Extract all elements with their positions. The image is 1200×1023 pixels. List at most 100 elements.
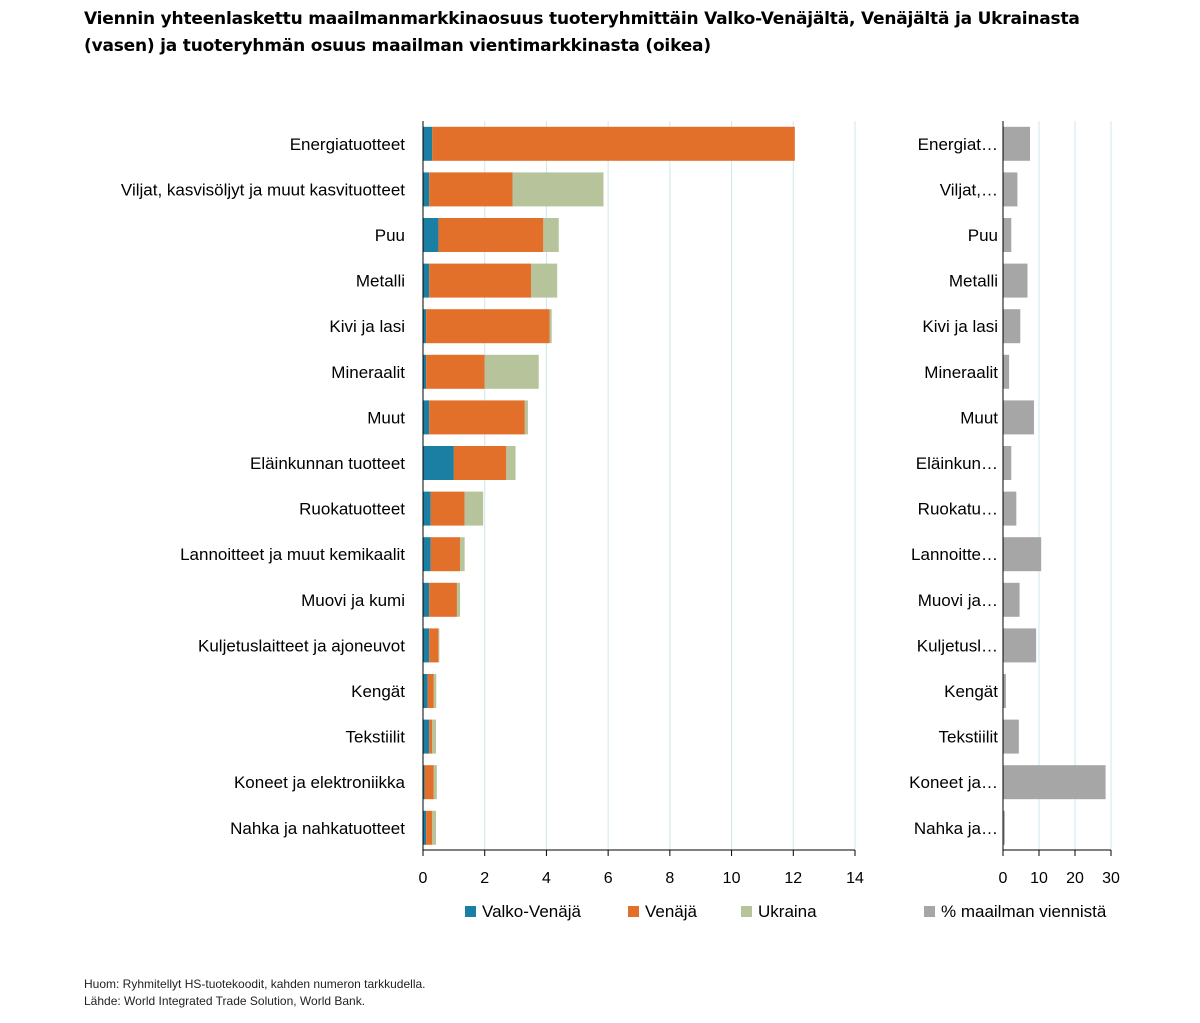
right-category-label: Nahka ja… <box>914 819 998 838</box>
bar-valko-ven-j-ruokatuotteet <box>423 491 431 526</box>
right-chart-axis: 0 10 20 30 <box>999 121 1120 887</box>
right-x-tick-label: 10 <box>1030 870 1048 887</box>
bar-valko-ven-j-lannoitteet-ja-muut-kemikaalit <box>423 537 431 572</box>
right-category-label: Koneet ja… <box>909 773 998 792</box>
category-label: Nahka ja nahkatuotteet <box>230 819 405 838</box>
category-label: Koneet ja elektroniikka <box>234 773 406 792</box>
bar-ukraina-puu <box>543 218 559 252</box>
category-label: Mineraalit <box>331 363 405 382</box>
left-x-tick-label: 0 <box>419 870 428 887</box>
bar-ven-j-viljat-kasvis-ljyt-ja-muut-kasvituotteet <box>429 172 513 207</box>
bar-valko-ven-j-energiatuotteet <box>423 126 433 161</box>
right-category-label: Muovi ja… <box>918 591 998 610</box>
bar-world-share-nahka-ja-nahkatuotteet <box>1003 810 1005 845</box>
bar-ukraina-koneet-ja-elektroniikka <box>433 765 437 800</box>
right-category-label: Kivi ja lasi <box>922 317 998 336</box>
legend-swatch-valko-ven-j <box>465 906 476 917</box>
bar-ven-j-muovi-ja-kumi <box>429 582 457 617</box>
legend-label-maailman-viennist: % maailman viennistä <box>941 902 1107 921</box>
right-chart-grid <box>1038 121 1112 850</box>
bar-ukraina-kuljetuslaitteet-ja-ajoneuvot <box>438 628 440 663</box>
bar-valko-ven-j-tekstiilit <box>423 719 430 754</box>
legend-label-ukraina: Ukraina <box>758 902 817 921</box>
legend-label-ven-j: Venäjä <box>645 902 698 921</box>
footnote-note: Huom: Ryhmitellyt HS-tuotekoodit, kahden… <box>84 977 426 991</box>
right-chart-bars <box>1003 126 1106 845</box>
category-label: Muut <box>367 408 405 427</box>
bar-ven-j-kuljetuslaitteet-ja-ajoneuvot <box>429 628 439 663</box>
chart-title-line2: (vasen) ja tuoteryhmän osuus maailman vi… <box>84 36 711 56</box>
legend-swatch-ukraina <box>741 906 752 917</box>
right-category-label: Kuljetusl… <box>917 636 998 655</box>
right-category-label: Tekstiilit <box>938 728 998 747</box>
bar-ven-j-nahka-ja-nahkatuotteet <box>426 810 433 845</box>
bar-ven-j-koneet-ja-elektroniikka <box>424 765 434 800</box>
bar-ukraina-tekstiilit <box>432 719 436 754</box>
right-x-tick-label: 0 <box>999 870 1008 887</box>
bar-ven-j-puu <box>438 218 544 252</box>
left-x-tick-label: 10 <box>723 870 741 887</box>
bar-ukraina-mineraalit <box>484 354 539 389</box>
category-label: Kuljetuslaitteet ja ajoneuvot <box>198 636 405 655</box>
bar-ven-j-energiatuotteet <box>432 126 795 161</box>
bar-valko-ven-j-viljat-kasvis-ljyt-ja-muut-kasvituotteet <box>423 172 430 207</box>
category-label: Ruokatuotteet <box>299 500 405 519</box>
left-chart-bars <box>423 126 795 845</box>
footnote-source: Lähde: World Integrated Trade Solution, … <box>84 994 366 1008</box>
right-category-label: Eläinkun… <box>916 454 998 473</box>
bar-ven-j-tekstiilit <box>429 719 433 754</box>
legend-swatch-ven-j <box>628 906 639 917</box>
bar-valko-ven-j-kuljetuslaitteet-ja-ajoneuvot <box>423 628 430 663</box>
left-chart-axis: 0 2 4 6 8 10 12 14 <box>419 121 864 887</box>
category-label: Tekstiilit <box>345 728 405 747</box>
bar-ven-j-lannoitteet-ja-muut-kemikaalit <box>430 537 461 572</box>
right-x-tick-label: 30 <box>1102 870 1120 887</box>
footnotes: Huom: Ryhmitellyt HS-tuotekoodit, kahden… <box>84 976 426 1010</box>
bar-ukraina-keng-t <box>433 674 437 708</box>
chart-title-line1: Viennin yhteenlaskettu maailmanmarkkinao… <box>84 9 1080 29</box>
bar-valko-ven-j-muut <box>423 400 430 435</box>
bar-ven-j-ruokatuotteet <box>430 491 465 526</box>
bar-valko-ven-j-el-inkunnan-tuotteet <box>423 446 454 480</box>
bar-ukraina-muut <box>524 400 528 435</box>
right-category-label: Energiat… <box>918 135 998 154</box>
bar-ven-j-kivi-ja-lasi <box>426 309 550 344</box>
right-x-tick-label: 20 <box>1066 870 1084 887</box>
bar-world-share-tekstiilit <box>1003 719 1019 754</box>
bar-valko-ven-j-puu <box>423 218 439 252</box>
bar-ven-j-mineraalit <box>426 354 485 389</box>
bar-ukraina-el-inkunnan-tuotteet <box>506 446 516 480</box>
bar-ukraina-viljat-kasvis-ljyt-ja-muut-kasvituotteet <box>512 172 604 207</box>
left-x-tick-label: 2 <box>480 870 489 887</box>
left-x-tick-label: 8 <box>665 870 674 887</box>
bar-ukraina-kivi-ja-lasi <box>549 309 552 344</box>
bar-world-share-ruokatuotteet <box>1003 491 1017 526</box>
bar-valko-ven-j-metalli <box>423 263 430 298</box>
bar-world-share-el-inkunnan-tuotteet <box>1003 446 1012 480</box>
legend-label-valko-ven-j: Valko-Venäjä <box>482 902 581 921</box>
bar-world-share-mineraalit <box>1003 354 1010 389</box>
category-label: Eläinkunnan tuotteet <box>250 454 405 473</box>
bar-ven-j-muut <box>429 400 525 435</box>
category-label: Lannoitteet ja muut kemikaalit <box>180 545 405 564</box>
left-x-tick-label: 6 <box>604 870 613 887</box>
bar-world-share-keng-t <box>1003 674 1006 708</box>
bar-world-share-koneet-ja-elektroniikka <box>1003 765 1106 800</box>
chart-title: Viennin yhteenlaskettu maailmanmarkkinao… <box>84 6 1144 60</box>
bar-ven-j-metalli <box>429 263 531 298</box>
chart-legend: Valko-Venäjä Venäjä Ukraina % maailman vien… <box>465 902 1107 921</box>
bar-ven-j-el-inkunnan-tuotteet <box>453 446 507 480</box>
bar-ukraina-lannoitteet-ja-muut-kemikaalit <box>460 537 465 572</box>
category-label: Puu <box>375 226 405 245</box>
right-category-label: Viljat,… <box>940 180 998 199</box>
bar-world-share-metalli <box>1003 263 1028 298</box>
bar-valko-ven-j-keng-t <box>423 674 428 708</box>
right-category-label: Lannoitte… <box>911 545 998 564</box>
bar-world-share-puu <box>1003 218 1012 252</box>
category-label: Muovi ja kumi <box>301 591 405 610</box>
bar-ven-j-keng-t <box>427 674 434 708</box>
category-label: Kengät <box>351 682 405 701</box>
bar-valko-ven-j-nahka-ja-nahkatuotteet <box>423 810 427 845</box>
category-label: Viljat, kasvisöljyt ja muut kasvituottee… <box>121 180 405 199</box>
